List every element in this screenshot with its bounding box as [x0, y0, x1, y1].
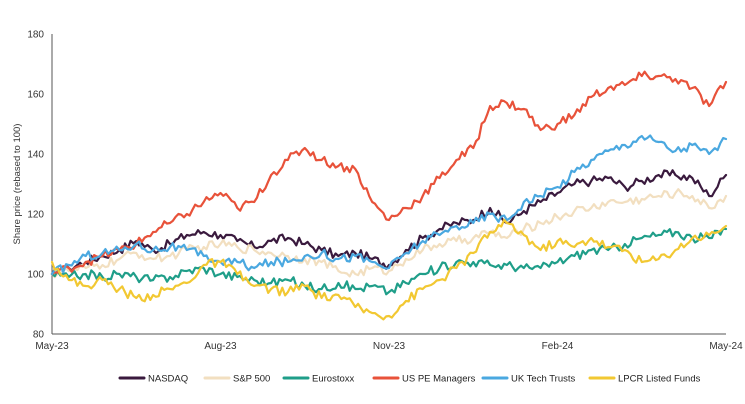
y-axis-title: Share price (rebased to 100) [12, 124, 23, 245]
axes [51, 34, 726, 335]
legend-label-lpcr-listed-funds: LPCR Listed Funds [618, 374, 701, 385]
legend: NASDAQ S&P 500 Eurostoxx US PE Managers UK T… [118, 374, 701, 385]
x-tick-label: May-23 [35, 341, 69, 352]
y-tick-labels: 80 100 120 140 160 180 [27, 30, 44, 341]
series-line-s-p-500 [50, 188, 728, 279]
y-tick-label: 140 [27, 150, 44, 161]
y-tick-label: 120 [27, 210, 44, 221]
legend-label-uk-tech-trusts: UK Tech Trusts [511, 374, 575, 385]
legend-label-s-p-500: S&P 500 [233, 374, 270, 385]
y-tick-label: 80 [33, 330, 45, 341]
legend-label-nasdaq: NASDAQ [148, 374, 188, 385]
series-line-eurostoxx [50, 227, 728, 296]
y-tick-label: 180 [27, 30, 44, 41]
legend-label-us-pe-managers: US PE Managers [402, 374, 476, 385]
x-tick-label: Feb-24 [542, 341, 574, 352]
x-tick-labels: May-23 Aug-23 Nov-23 Feb-24 May-24 [35, 341, 743, 352]
legend-label-eurostoxx: Eurostoxx [312, 374, 354, 385]
series-line-us-pe-managers [50, 70, 728, 276]
series-line-lpcr-listed-funds [50, 218, 728, 321]
x-tick-label: May-24 [709, 341, 743, 352]
series-lines [50, 70, 728, 321]
y-tick-label: 100 [27, 270, 44, 281]
series-line-uk-tech-trusts [50, 134, 728, 276]
x-tick-label: Nov-23 [373, 341, 406, 352]
x-tick-label: Aug-23 [204, 341, 237, 352]
y-tick-label: 160 [27, 90, 44, 101]
